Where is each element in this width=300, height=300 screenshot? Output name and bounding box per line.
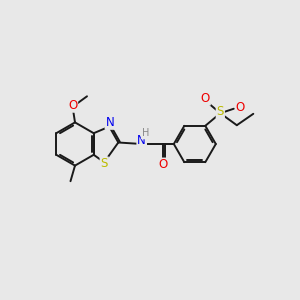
Text: S: S xyxy=(100,157,108,170)
Text: H: H xyxy=(142,128,149,139)
Text: O: O xyxy=(201,92,210,105)
Text: N: N xyxy=(137,134,146,147)
Text: O: O xyxy=(159,158,168,172)
Text: O: O xyxy=(236,101,245,114)
Text: S: S xyxy=(217,105,224,118)
Text: O: O xyxy=(68,99,77,112)
Text: N: N xyxy=(106,116,114,129)
